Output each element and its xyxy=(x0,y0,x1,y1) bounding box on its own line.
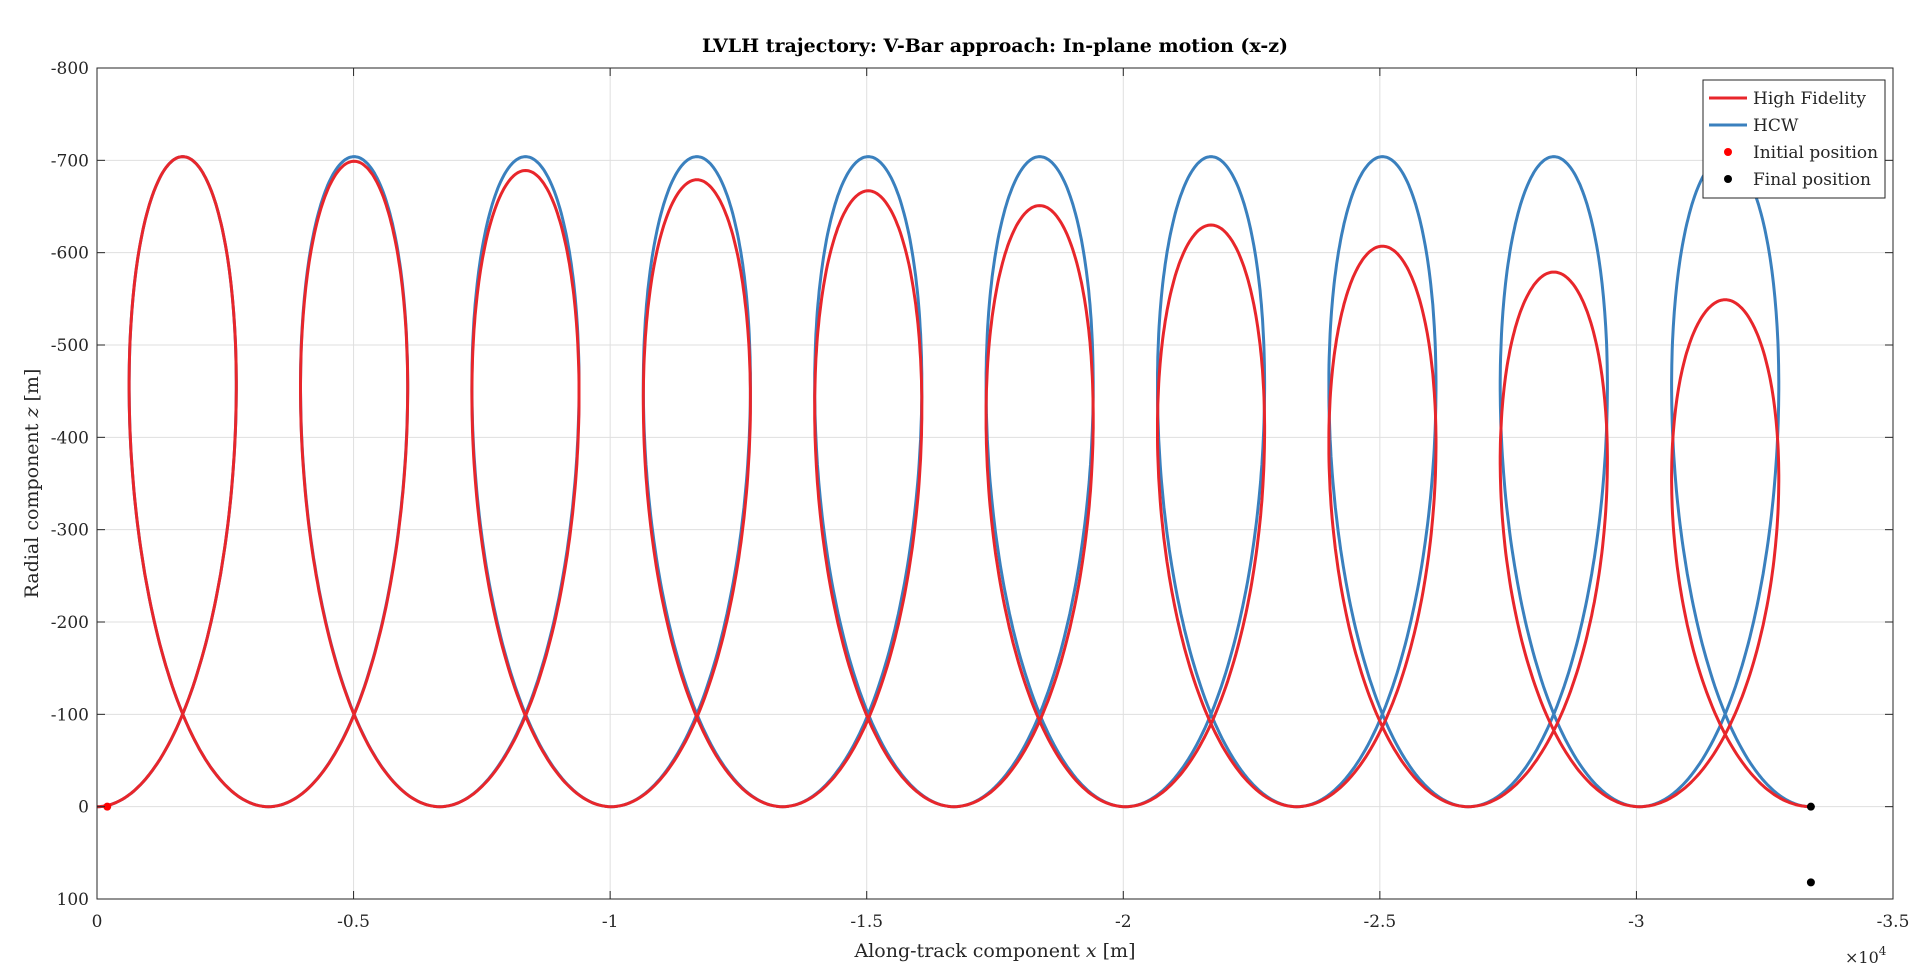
legend-label: Initial position xyxy=(1753,143,1878,163)
x-tick-label: -3.5 xyxy=(1877,912,1910,932)
x-axis-label: Along-track component x [m] xyxy=(854,940,1136,962)
legend-box xyxy=(1702,79,1886,199)
marker-layer xyxy=(103,802,1815,887)
legend-swatch-dot xyxy=(1724,175,1732,183)
x-tick-label: -1 xyxy=(602,912,619,932)
tick-labels: 0 -0.5 -1 -1.5 -2 -2.5 -3 -3.51000-100-200-300-… xyxy=(51,59,1910,932)
legend-label: Final position xyxy=(1753,170,1871,190)
x-tick-label: -2.5 xyxy=(1363,912,1396,932)
x-tick-label: -3 xyxy=(1628,912,1645,932)
legend: High Fidelity HCW Initial position Final po… xyxy=(1702,79,1886,199)
plot-area xyxy=(96,155,1815,887)
legend-label: HCW xyxy=(1753,116,1799,136)
x-tick-label: -2 xyxy=(1115,912,1132,932)
chart-title: LVLH trajectory: V-Bar approach: In-plan… xyxy=(702,35,1288,57)
y-tick-label: -100 xyxy=(51,705,89,725)
x-tick-label: 0 xyxy=(92,912,103,932)
axes-box xyxy=(96,67,1894,900)
y-tick-label: -700 xyxy=(51,151,89,171)
series-layer xyxy=(96,155,1811,809)
marker-final-position xyxy=(1806,802,1815,811)
x-tick-label: -1.5 xyxy=(850,912,883,932)
y-tick-label: -300 xyxy=(51,521,89,541)
y-tick-label: -400 xyxy=(51,428,89,448)
x-axis-exponent: ×104 xyxy=(1845,944,1887,963)
legend-swatch-dot xyxy=(1724,148,1732,156)
y-tick-label: -600 xyxy=(51,244,89,264)
y-tick-label: -200 xyxy=(51,613,89,633)
legend-label: High Fidelity xyxy=(1753,89,1866,109)
y-tick-label: 100 xyxy=(57,890,89,910)
series-line-high-fidelity xyxy=(96,155,1811,809)
x-tick-label: -0.5 xyxy=(337,912,370,932)
y-tick-label: -800 xyxy=(51,59,89,79)
marker-initial-position xyxy=(103,802,112,811)
y-tick-label: 0 xyxy=(78,798,89,818)
marker-final-position xyxy=(1806,878,1815,887)
y-tick-label: -500 xyxy=(51,336,89,356)
y-axis-label: Radial component z [m] xyxy=(21,369,43,599)
tick-marks xyxy=(96,67,1894,900)
